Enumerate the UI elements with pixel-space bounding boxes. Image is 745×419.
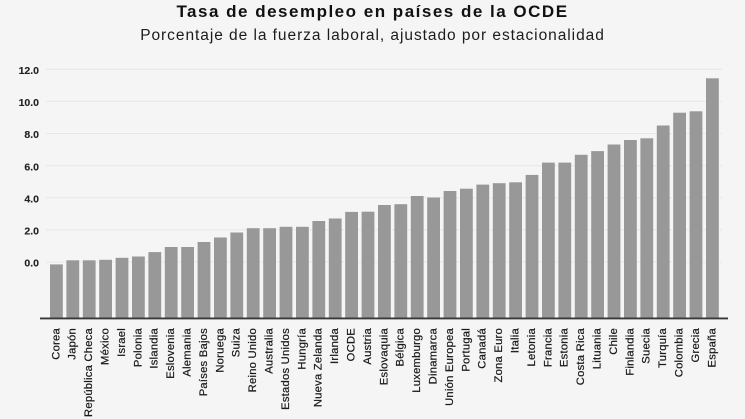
svg-text:2.0: 2.0	[24, 226, 39, 238]
svg-text:Japón: Japón	[67, 328, 79, 360]
svg-text:Hungría: Hungría	[296, 327, 308, 369]
svg-text:Corea: Corea	[50, 327, 62, 359]
svg-text:Reino Unido: Reino Unido	[247, 328, 259, 392]
svg-text:México: México	[100, 328, 112, 365]
svg-text:Unión Europea: Unión Europea	[444, 327, 456, 405]
svg-text:Polonia: Polonia	[132, 327, 144, 367]
svg-text:Israel: Israel	[116, 328, 128, 357]
svg-text:4.0: 4.0	[24, 193, 39, 205]
svg-text:Finlandia: Finlandia	[624, 327, 636, 375]
svg-text:0.0: 0.0	[24, 258, 39, 270]
svg-text:Canadá: Canadá	[477, 327, 489, 368]
svg-text:República Checa: República Checa	[83, 327, 95, 416]
svg-text:Colombia: Colombia	[674, 327, 686, 377]
svg-text:Nueva Zelanda: Nueva Zelanda	[313, 327, 325, 407]
svg-text:Portugal: Portugal	[460, 328, 472, 372]
svg-text:Suiza: Suiza	[231, 327, 243, 357]
svg-text:Suecia: Suecia	[641, 327, 653, 363]
svg-text:Eslovaquia: Eslovaquia	[378, 327, 390, 385]
svg-text:Zona Euro: Zona Euro	[493, 328, 505, 383]
svg-text:12.0: 12.0	[19, 65, 40, 77]
svg-text:Alemania: Alemania	[182, 327, 194, 376]
svg-text:Estonia: Estonia	[559, 327, 571, 367]
svg-text:Grecia: Grecia	[690, 327, 702, 362]
svg-text:OCDE: OCDE	[346, 328, 358, 361]
svg-text:Chile: Chile	[608, 328, 620, 355]
svg-text:Irlanda: Irlanda	[329, 327, 341, 363]
svg-text:Australia: Australia	[264, 327, 276, 373]
svg-text:Dinamarca: Dinamarca	[428, 327, 440, 384]
svg-text:Turquía: Turquía	[657, 327, 669, 367]
svg-text:España: España	[706, 327, 718, 367]
svg-text:Austria: Austria	[362, 327, 374, 364]
svg-text:6.0: 6.0	[24, 161, 39, 173]
svg-text:Tasa de desempleo en países de: Tasa de desempleo en países de la OCDE	[176, 2, 568, 21]
svg-text:Luxemburgo: Luxemburgo	[411, 328, 423, 393]
svg-text:Noruega: Noruega	[214, 327, 226, 372]
svg-text:Islandia: Islandia	[149, 327, 161, 368]
svg-text:Eslovenia: Eslovenia	[165, 327, 177, 378]
svg-text:Italia: Italia	[510, 327, 522, 353]
svg-text:Países Bajos: Países Bajos	[198, 328, 210, 396]
svg-text:8.0: 8.0	[24, 129, 39, 141]
svg-text:Lituania: Lituania	[592, 327, 604, 369]
svg-text:Costa Rica: Costa Rica	[575, 327, 587, 385]
svg-text:Porcentaje de la fuerza labora: Porcentaje de la fuerza laboral, ajustad…	[140, 27, 605, 44]
svg-text:Letonia: Letonia	[526, 327, 538, 366]
svg-text:10.0: 10.0	[19, 97, 40, 109]
svg-text:Bélgica: Bélgica	[395, 327, 407, 366]
svg-text:Francia: Francia	[542, 327, 554, 367]
svg-text:Estados Unidos: Estados Unidos	[280, 328, 292, 410]
